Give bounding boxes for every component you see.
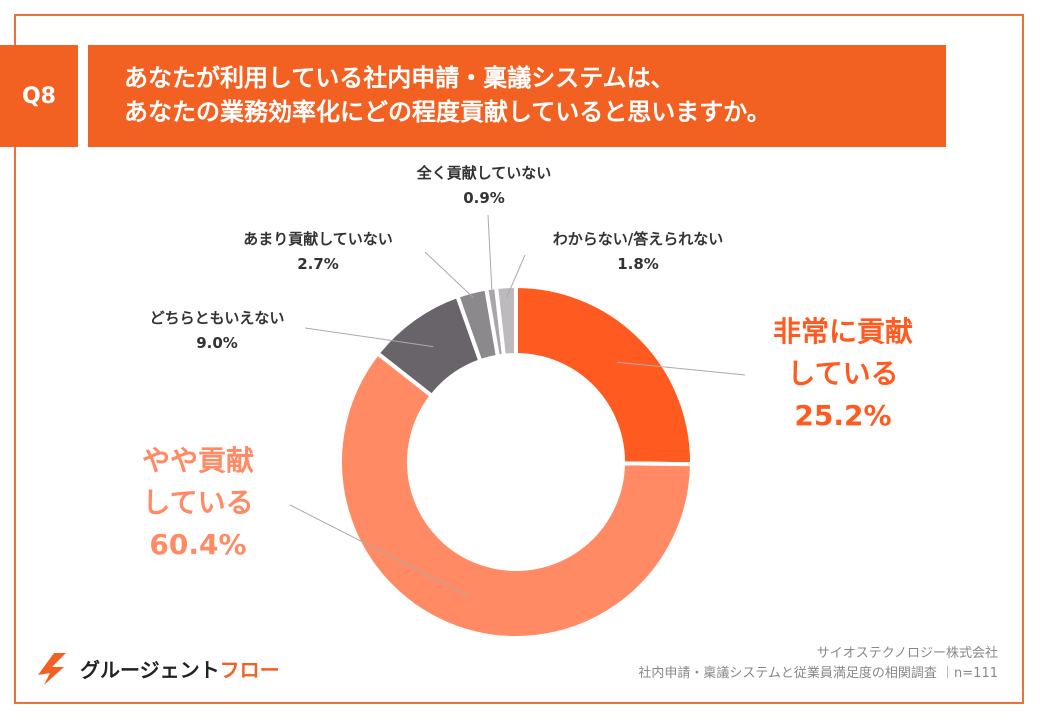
- logo-mark-icon: [38, 653, 66, 685]
- value-neutral: 9.0%: [196, 334, 238, 352]
- value-somewhat-helpful: 60.4%: [149, 528, 246, 561]
- leader-line-not-much-helpful: [424, 251, 474, 298]
- survey-source: サイオステクノロジー株式会社 社内申請・稟議システムと従業員満足度の相関調査 ｜…: [638, 644, 998, 684]
- slice-somewhat-helpful: [338, 350, 695, 640]
- label-dont-know: わからない/答えられない: [553, 230, 723, 248]
- question-title-line-2: あなたの業務効率化にどの程度貢献していると思いますか。: [124, 98, 771, 126]
- value-not-much-helpful: 2.7%: [297, 255, 339, 273]
- brand-logo-text: グルージェントフロー: [80, 654, 280, 683]
- question-title: あなたが利用している社内申請・稟議システムは、 あなたの業務効率化にどの程度貢献…: [88, 45, 946, 147]
- brand-logo: [38, 653, 66, 685]
- slice-very-helpful: [514, 283, 694, 467]
- label-neutral: どちらともいえない: [150, 309, 285, 327]
- donut-slices: [338, 283, 695, 640]
- label-somewhat-helpful-line1: やや貢献: [142, 444, 254, 477]
- leader-line-dont-know: [506, 254, 526, 298]
- label-not-much-helpful: あまり貢献していない: [243, 230, 393, 248]
- leader-line-not-helpful-at-all: [487, 214, 493, 294]
- label-very-helpful-line1: 非常に貢献: [773, 315, 913, 348]
- label-somewhat-helpful-line2: している: [142, 486, 253, 519]
- logo-text-accent: フロー: [219, 658, 280, 682]
- slice-dont-know: [493, 283, 518, 358]
- value-very-helpful: 25.2%: [794, 399, 891, 432]
- label-very-helpful-line2: している: [787, 357, 898, 390]
- question-number-badge: Q8: [0, 45, 78, 147]
- label-leader-lines: [289, 214, 746, 597]
- source-company: サイオステクノロジー株式会社: [816, 646, 998, 661]
- leader-line-somewhat-helpful: [289, 504, 469, 597]
- value-dont-know: 1.8%: [617, 255, 659, 273]
- leader-line-neutral: [304, 327, 434, 348]
- logo-text-main: グルージェント: [80, 658, 220, 682]
- label-not-helpful-at-all: 全く貢献していない: [416, 164, 552, 182]
- question-title-line-1: あなたが利用している社内申請・稟議システムは、: [124, 64, 675, 92]
- leader-line-very-helpful: [616, 361, 746, 376]
- source-survey-name: 社内申請・稟議システムと従業員満足度の相関調査 ｜n=111: [638, 666, 998, 681]
- value-not-helpful-at-all: 0.9%: [463, 189, 505, 207]
